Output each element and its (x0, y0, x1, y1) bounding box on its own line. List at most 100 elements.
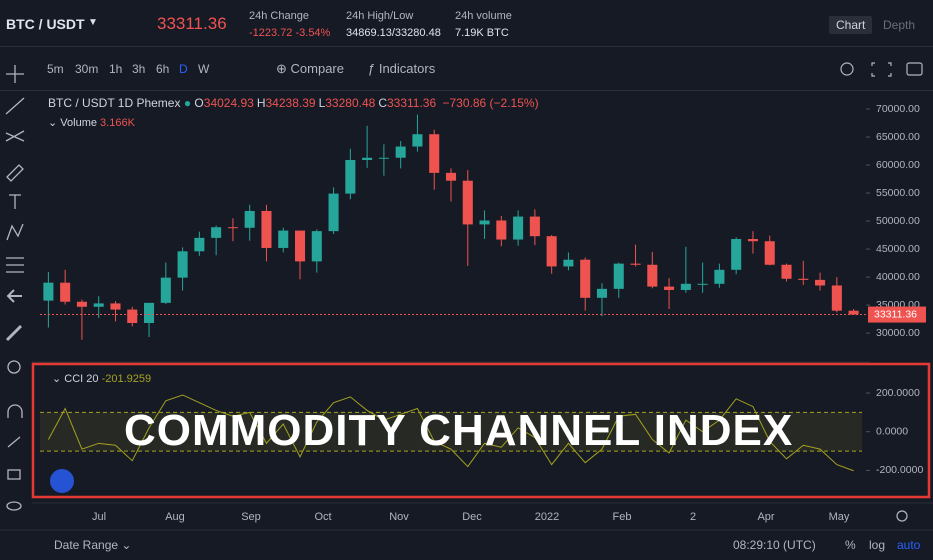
eye-icon[interactable] (6, 501, 22, 511)
stat-label: 24h volume (455, 10, 512, 22)
ohlc-key: C (378, 96, 387, 110)
candle-body (546, 236, 557, 267)
indicators-button[interactable]: ƒ Indicators (368, 61, 436, 76)
lock-pen-icon[interactable] (7, 436, 21, 448)
settings-icon[interactable] (840, 62, 854, 76)
candle-body (227, 227, 238, 229)
x-tick-label: Dec (462, 511, 482, 523)
x-tick-label: Feb (613, 511, 632, 523)
zoom-icon[interactable] (7, 360, 21, 374)
candle-body (680, 283, 691, 290)
y-tick-label: 55000.00 (876, 187, 920, 199)
price-tag-label: 33311.36 (874, 308, 917, 320)
volume-label: Volume (60, 117, 97, 129)
tab[interactable]: Depth (883, 18, 916, 32)
ohlc-key: O (194, 96, 204, 110)
candle-body (177, 251, 188, 278)
ohlc-value: 34024.93 (203, 96, 254, 110)
ohlc-value: 34238.39 (265, 96, 316, 110)
prediction-icon[interactable] (6, 257, 24, 273)
camera-icon[interactable] (906, 62, 923, 76)
tab[interactable]: Chart (829, 16, 873, 34)
change: −730.86 (−2.15%) (442, 96, 539, 110)
candle-body (294, 230, 306, 262)
y-tick-label: 70000.00 (876, 103, 920, 115)
volume-value: 3.166K (100, 117, 135, 129)
candle-body (462, 180, 473, 225)
axis-option[interactable]: log (869, 538, 886, 552)
y-tick-label: -200.0000 (876, 464, 923, 476)
header-bar (0, 0, 933, 47)
candle-body (60, 282, 71, 302)
lock-icon[interactable] (7, 469, 21, 480)
compare-button[interactable]: ⊕ Compare (276, 61, 344, 76)
interval[interactable]: 3h (132, 62, 146, 76)
compare-label: Compare (290, 61, 344, 76)
interval[interactable]: 30m (75, 62, 99, 76)
cci-title: CCI 20 (64, 373, 99, 385)
candle-body (781, 264, 792, 279)
interval[interactable]: 1h (109, 62, 123, 76)
candle-body (110, 303, 121, 310)
candle-body (647, 264, 658, 287)
y-tick-label: 60000.00 (876, 159, 920, 171)
candle-body (479, 220, 490, 225)
x-tick-label: Nov (389, 511, 409, 523)
axis-option[interactable]: auto (897, 538, 921, 552)
stat-value: 34869.13/33280.48 (346, 27, 441, 39)
symbol-legend: BTC / USDT 1D Phemex ● O34024.93 H34238.3… (48, 96, 539, 110)
candle-body (529, 216, 540, 237)
interval[interactable]: D (179, 62, 188, 76)
candle-body (731, 238, 742, 270)
fib-icon[interactable] (5, 130, 25, 142)
candle-body (714, 269, 725, 284)
candle-body (596, 288, 608, 298)
candle-body (445, 172, 457, 181)
cci-line (47, 394, 854, 472)
price-tag (868, 306, 926, 323)
candle-body (362, 157, 373, 160)
left-tools (5, 65, 25, 511)
divider (0, 90, 933, 91)
fullscreen-icon[interactable] (871, 62, 892, 77)
overlay-title: COMMODITY CHANNEL INDEX (124, 406, 794, 455)
brush-icon[interactable] (6, 164, 24, 182)
ruler-icon[interactable] (5, 324, 23, 342)
interval[interactable]: 5m (47, 62, 64, 76)
candle-body (261, 210, 272, 248)
logo (50, 469, 74, 493)
highlight-box (31, 362, 931, 499)
text-icon[interactable] (9, 194, 21, 209)
back-icon[interactable] (6, 289, 22, 303)
magnet-icon[interactable] (7, 404, 23, 418)
x-tick-label: Jul (92, 511, 106, 523)
axis-settings-icon[interactable] (896, 510, 908, 522)
axis-option[interactable]: % (845, 538, 856, 552)
date-range-label: Date Range (54, 538, 119, 552)
x-tick-label: Apr (757, 511, 774, 523)
candle-body (848, 310, 859, 315)
interval[interactable]: W (198, 62, 210, 76)
candle-body (144, 302, 155, 324)
candle-body (244, 210, 255, 228)
y-tick-label: 50000.00 (876, 215, 920, 227)
crosshair-icon[interactable] (6, 65, 24, 83)
y-tick-label: 30000.00 (876, 327, 920, 339)
candle-body (429, 134, 440, 173)
candle-body (697, 283, 708, 285)
x-tick-label: May (829, 511, 850, 523)
cci-value: -201.9259 (101, 373, 152, 385)
dropdown-caret[interactable]: ▼ (88, 17, 98, 28)
date-range[interactable]: Date Range ⌄ (54, 538, 132, 552)
line-icon[interactable] (5, 97, 25, 115)
pattern-icon[interactable] (6, 223, 24, 241)
candle-body (311, 231, 322, 262)
ohlc-key: L (318, 96, 326, 110)
indicators-label: Indicators (378, 61, 436, 76)
candle-body (76, 301, 87, 307)
stat-value: 7.19K BTC (455, 27, 509, 39)
pair[interactable]: BTC / USDT (6, 16, 85, 32)
interval[interactable]: 6h (156, 62, 170, 76)
cci-band (40, 412, 862, 452)
